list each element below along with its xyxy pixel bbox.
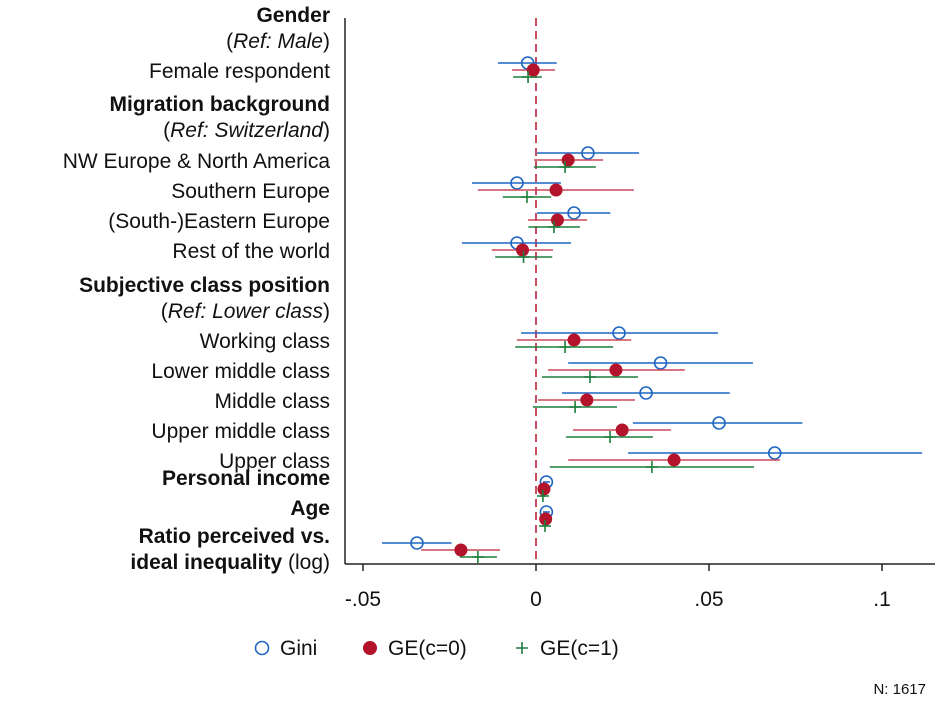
gini-point [567, 206, 581, 220]
gini-point [510, 176, 524, 190]
ge0-point [561, 153, 575, 167]
label-text: (South-)Eastern Europe [108, 210, 330, 233]
y-axis-label: Age [290, 497, 330, 520]
label-text: Female respondent [149, 60, 330, 83]
label-suffix: ) [323, 300, 330, 323]
x-tick-label: .1 [873, 588, 891, 611]
legend-label: Gini [280, 637, 317, 660]
ge0-point [539, 512, 553, 526]
gini-point [410, 536, 424, 550]
ge1-point [471, 551, 484, 563]
x-tick-label: 0 [530, 588, 542, 611]
ge0-point [516, 243, 530, 257]
ge1-point [538, 520, 551, 532]
y-axis-label: (Ref: Male) [226, 30, 330, 53]
label-text: Working class [200, 330, 330, 353]
y-axis-label: Middle class [214, 390, 330, 413]
legend-ge1-icon [516, 642, 528, 654]
gini-point [712, 416, 726, 430]
label-text: Lower middle class [151, 360, 330, 383]
label-text: Rest of the world [172, 240, 330, 263]
label-bold: Ratio perceived vs. [139, 525, 330, 548]
label-bold: Personal income [162, 467, 330, 490]
label-bold: Migration background [110, 93, 331, 116]
label-suffix: ) [323, 30, 330, 53]
ge0-point [454, 543, 468, 557]
y-axis-label: Personal income [162, 467, 330, 490]
y-axis-label: Upper class [219, 450, 330, 473]
label-text: Upper middle class [151, 420, 330, 443]
ge1-point [522, 71, 535, 83]
legend-label: GE(c=1) [540, 637, 619, 660]
ge0-point [609, 363, 623, 377]
y-axis-label: ideal inequality (log) [130, 551, 330, 574]
y-axis-label: (South-)Eastern Europe [108, 210, 330, 233]
ge0-point [550, 213, 564, 227]
legend-gini-icon [254, 640, 270, 656]
label-italic: Ref: Switzerland [170, 119, 324, 142]
ge0-point [580, 393, 594, 407]
ge1-point [645, 461, 658, 473]
ge0-point [549, 183, 563, 197]
y-axis-label: Upper middle class [151, 420, 330, 443]
label-text: Upper class [219, 450, 330, 473]
y-axis-label: Ratio perceived vs. [139, 525, 330, 548]
y-axis-label: Female respondent [149, 60, 330, 83]
legend-ge0-icon [363, 641, 377, 655]
ge1-point [536, 490, 549, 502]
legend-label: GE(c=0) [388, 637, 467, 660]
y-axis-label: Lower middle class [151, 360, 330, 383]
ge0-point [615, 423, 629, 437]
label-bold: ideal inequality [130, 551, 282, 574]
gini-point [612, 326, 626, 340]
label-text: NW Europe & North America [63, 150, 331, 173]
ge1-point [521, 191, 534, 203]
label-text: Middle class [214, 390, 330, 413]
label-bold: Subjective class position [79, 274, 330, 297]
x-tick-label: .05 [694, 588, 723, 611]
label-suffix: ) [323, 119, 330, 142]
sample-size-note: N: 1617 [873, 681, 926, 698]
y-axis-label: Rest of the world [172, 240, 330, 263]
label-italic: Ref: Lower class [168, 300, 324, 323]
ge1-point [517, 251, 530, 263]
y-axis-label: Migration background [110, 93, 331, 116]
y-axis-label: Southern Europe [171, 180, 330, 203]
y-axis-label: (Ref: Lower class) [161, 300, 330, 323]
ge1-point [559, 161, 572, 173]
label-suffix: (log) [282, 551, 330, 574]
gini-point [639, 386, 653, 400]
ge1-point [583, 371, 596, 383]
ge1-point [559, 341, 572, 353]
label-text: Southern Europe [171, 180, 330, 203]
gini-point [653, 356, 668, 370]
label-italic: Ref: Male [233, 30, 323, 53]
ge0-point [567, 333, 581, 347]
label-prefix: ( [226, 30, 233, 53]
ge1-point [604, 431, 617, 443]
x-tick-label: -.05 [345, 588, 381, 611]
label-bold: Age [290, 497, 330, 520]
gini-point [581, 146, 595, 160]
ge0-point [526, 63, 540, 77]
y-axis-label: Subjective class position [79, 274, 330, 297]
label-prefix: ( [163, 119, 170, 142]
ge0-point [537, 482, 551, 496]
ge1-point [547, 221, 560, 233]
gini-point [767, 446, 782, 460]
y-axis-label: NW Europe & North America [63, 150, 331, 173]
ge0-point [667, 453, 681, 467]
y-axis-label: Gender [256, 4, 330, 27]
label-prefix: ( [161, 300, 168, 323]
y-axis-label: (Ref: Switzerland) [163, 119, 330, 142]
y-axis-label: Working class [200, 330, 330, 353]
label-bold: Gender [256, 4, 330, 27]
ge1-point [569, 401, 582, 413]
